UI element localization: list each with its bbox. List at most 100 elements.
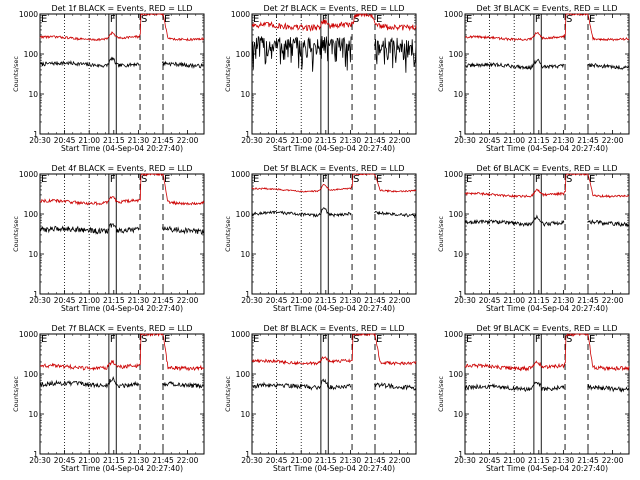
interval-flag: F bbox=[322, 334, 328, 345]
events-series-line bbox=[464, 58, 629, 71]
x-axis-label: Start Time (04-Sep-04 20:27:40) bbox=[486, 304, 608, 313]
x-axis-label: Start Time (04-Sep-04 20:27:40) bbox=[486, 144, 608, 153]
x-tick-label: 21:45 bbox=[152, 296, 174, 305]
y-tick-label: 1 bbox=[33, 130, 38, 139]
interval-flag: F bbox=[535, 334, 541, 345]
panel-title: Det 7f BLACK = Events, RED = LLD bbox=[51, 324, 192, 333]
x-tick-label: 22:00 bbox=[602, 456, 624, 465]
y-tick-label: 1 bbox=[245, 290, 250, 299]
interval-flag: E bbox=[376, 174, 382, 185]
x-tick-label: 21:00 bbox=[78, 136, 100, 145]
y-tick-label: 10 bbox=[240, 250, 250, 259]
interval-flag: E bbox=[466, 174, 472, 185]
x-axis-label: Start Time (04-Sep-04 20:27:40) bbox=[273, 464, 395, 473]
x-tick-label: 21:30 bbox=[340, 136, 362, 145]
x-tick-label: 21:30 bbox=[128, 136, 150, 145]
x-tick-label: 20:30 bbox=[29, 456, 51, 465]
interval-flag: E bbox=[164, 174, 170, 185]
interval-flag: S bbox=[566, 334, 572, 345]
interval-flag: S bbox=[353, 174, 359, 185]
x-tick-label: 21:30 bbox=[128, 456, 150, 465]
x-tick-label: 22:00 bbox=[389, 296, 411, 305]
events-series-line bbox=[252, 378, 417, 391]
interval-flag: F bbox=[110, 14, 116, 25]
interval-flag: F bbox=[110, 334, 116, 345]
y-tick-label: 1 bbox=[33, 290, 38, 299]
x-tick-label: 21:15 bbox=[315, 296, 337, 305]
lld-series-line bbox=[251, 12, 417, 32]
x-tick-label: 20:45 bbox=[266, 456, 288, 465]
panel-title: Det 2f BLACK = Events, RED = LLD bbox=[263, 4, 404, 13]
x-tick-label: 21:15 bbox=[528, 296, 550, 305]
x-tick-label: 21:30 bbox=[553, 296, 575, 305]
x-tick-label: 22:00 bbox=[177, 296, 199, 305]
panel-title: Det 9f BLACK = Events, RED = LLD bbox=[476, 324, 617, 333]
interval-flag: S bbox=[566, 174, 572, 185]
y-axis-label: Counts/sec bbox=[12, 376, 20, 412]
events-series-line bbox=[464, 214, 630, 228]
x-tick-label: 20:30 bbox=[241, 136, 263, 145]
lld-series-line bbox=[39, 12, 205, 42]
y-axis-label: Counts/sec bbox=[437, 376, 445, 412]
panel-title: Det 5f BLACK = Events, RED = LLD bbox=[263, 164, 404, 173]
panel-title: Det 8f BLACK = Events, RED = LLD bbox=[263, 324, 404, 333]
x-tick-label: 21:30 bbox=[128, 296, 150, 305]
y-tick-label: 1000 bbox=[231, 170, 250, 179]
x-tick-label: 21:30 bbox=[340, 456, 362, 465]
y-tick-label: 100 bbox=[24, 50, 39, 59]
x-tick-label: 21:45 bbox=[577, 136, 599, 145]
y-tick-label: 1 bbox=[458, 130, 463, 139]
x-tick-label: 20:30 bbox=[241, 296, 263, 305]
y-tick-label: 10 bbox=[453, 90, 463, 99]
interval-flag: F bbox=[110, 174, 116, 185]
x-tick-label: 21:45 bbox=[577, 456, 599, 465]
events-series-line bbox=[251, 35, 417, 73]
x-axis-label: Start Time (04-Sep-04 20:27:40) bbox=[273, 144, 395, 153]
x-tick-label: 21:30 bbox=[553, 136, 575, 145]
interval-flag: S bbox=[353, 14, 359, 25]
y-tick-label: 1 bbox=[245, 130, 250, 139]
x-axis-label: Start Time (04-Sep-04 20:27:40) bbox=[61, 144, 183, 153]
x-tick-label: 20:45 bbox=[479, 456, 501, 465]
interval-flag: E bbox=[253, 174, 259, 185]
x-tick-label: 20:30 bbox=[241, 456, 263, 465]
x-tick-label: 20:45 bbox=[54, 136, 76, 145]
lld-series-line bbox=[251, 332, 417, 366]
y-tick-label: 10 bbox=[28, 410, 38, 419]
y-tick-label: 10 bbox=[28, 90, 38, 99]
x-tick-label: 20:45 bbox=[266, 296, 288, 305]
x-tick-label: 21:15 bbox=[103, 296, 125, 305]
y-tick-label: 100 bbox=[236, 370, 251, 379]
x-tick-label: 22:00 bbox=[177, 456, 199, 465]
y-tick-label: 1000 bbox=[444, 330, 463, 339]
y-tick-label: 10 bbox=[453, 250, 463, 259]
x-tick-label: 21:15 bbox=[103, 456, 125, 465]
x-tick-label: 20:45 bbox=[479, 136, 501, 145]
interval-flag: S bbox=[141, 334, 147, 345]
interval-flag: S bbox=[141, 174, 147, 185]
x-tick-label: 21:15 bbox=[528, 136, 550, 145]
detector-panel-6: Det 6f BLACK = Events, RED = LLD 1 10 100 10… bbox=[437, 164, 630, 313]
x-tick-label: 21:00 bbox=[290, 456, 312, 465]
x-tick-label: 21:45 bbox=[364, 136, 386, 145]
x-tick-label: 20:45 bbox=[266, 136, 288, 145]
x-axis-label: Start Time (04-Sep-04 20:27:40) bbox=[61, 464, 183, 473]
lld-series-line bbox=[464, 332, 630, 372]
y-axis-label: Counts/sec bbox=[224, 56, 232, 92]
y-tick-label: 1 bbox=[458, 290, 463, 299]
x-tick-label: 20:30 bbox=[454, 296, 476, 305]
y-tick-label: 1000 bbox=[19, 10, 38, 19]
y-tick-label: 100 bbox=[236, 210, 251, 219]
y-tick-label: 1000 bbox=[231, 10, 250, 19]
y-tick-label: 10 bbox=[453, 410, 463, 419]
x-tick-label: 21:45 bbox=[152, 456, 174, 465]
x-tick-label: 21:15 bbox=[315, 136, 337, 145]
y-tick-label: 1000 bbox=[19, 330, 38, 339]
detector-panel-8: Det 8f BLACK = Events, RED = LLD 1 10 100 10… bbox=[224, 324, 417, 473]
lld-series-line bbox=[464, 173, 630, 199]
detector-panel-4: Det 4f BLACK = Events, RED = LLD 1 10 100 10… bbox=[12, 164, 205, 313]
interval-flag: S bbox=[141, 14, 147, 25]
x-tick-label: 21:45 bbox=[152, 136, 174, 145]
x-tick-label: 21:00 bbox=[290, 136, 312, 145]
